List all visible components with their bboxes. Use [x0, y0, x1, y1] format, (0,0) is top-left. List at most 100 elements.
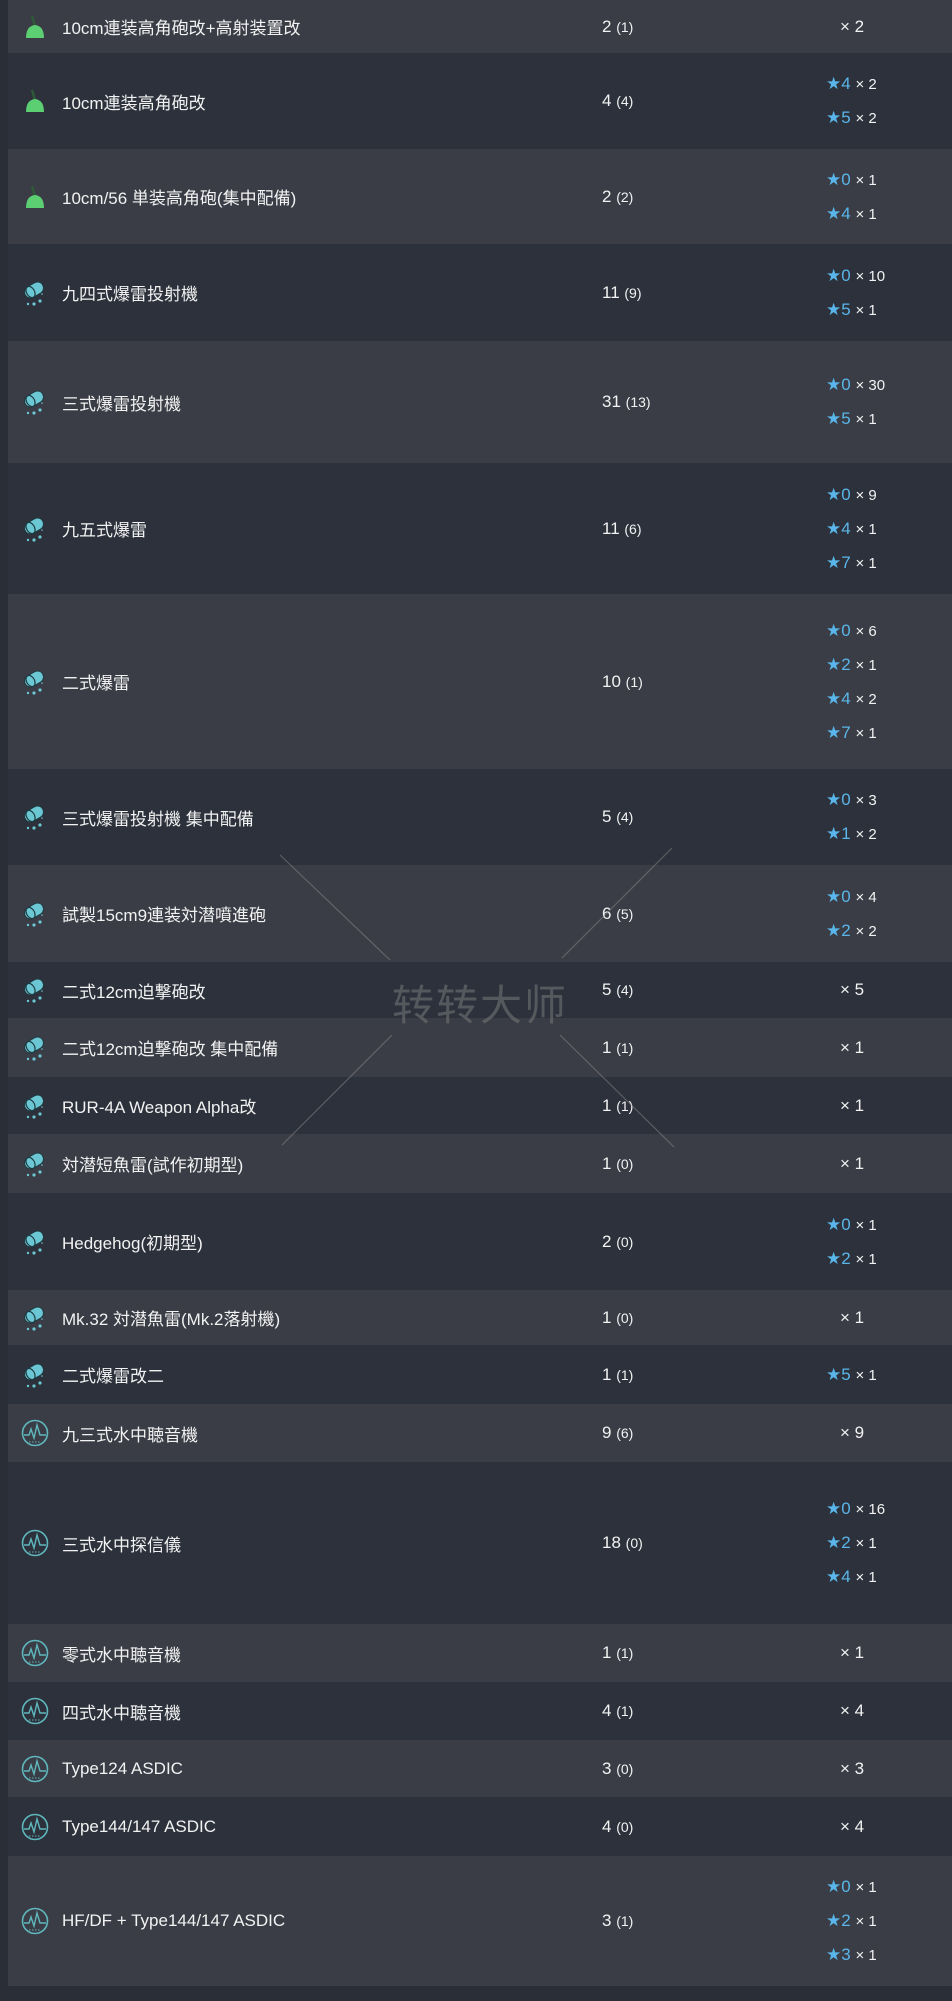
- total-multiplier: × 5: [840, 980, 865, 999]
- improvement-line: ★3 × 1: [826, 1945, 877, 1965]
- improvement-line: ★0 × 9: [826, 485, 877, 505]
- star-count: × 1: [855, 656, 877, 674]
- depth-charge-icon: [20, 1149, 50, 1179]
- count-sub: (4): [616, 93, 634, 109]
- count-total: 6: [602, 903, 612, 923]
- equipment-name: 零式水中聴音機: [62, 1645, 181, 1665]
- star-level: ★4: [826, 688, 851, 708]
- equipment-count: 2 (2): [602, 187, 633, 207]
- count-total: 4: [602, 91, 612, 110]
- star-count: × 2: [855, 76, 877, 93]
- star-count: × 1: [855, 724, 877, 742]
- improvement-line: ★0 × 1: [826, 170, 877, 190]
- count-sub: (1): [616, 1366, 634, 1383]
- count-sub: (5): [616, 905, 634, 922]
- depth-charge-icon: [20, 514, 50, 544]
- star-count: × 2: [855, 110, 877, 127]
- equipment-name: 三式爆雷投射機: [62, 394, 181, 414]
- count-total: 31: [602, 392, 621, 411]
- star-count: × 1: [855, 205, 877, 223]
- improvement-line: ★0 × 1: [826, 1215, 877, 1235]
- count-total: 3: [602, 1758, 612, 1778]
- equipment-count: 11 (9): [602, 283, 642, 303]
- depth-charge-icon: [20, 1303, 50, 1333]
- total-multiplier: × 4: [840, 1701, 865, 1720]
- star-count: × 9: [855, 486, 877, 504]
- improvement-line: ★2 × 1: [826, 1533, 885, 1553]
- star-count: × 2: [855, 826, 877, 843]
- equipment-count: 1 (0): [602, 1308, 633, 1328]
- equipment-name: 二式12cm迫撃砲改 集中配備: [62, 1040, 279, 1059]
- equipment-name: 対潜短魚雷(試作初期型): [62, 1156, 244, 1175]
- equipment-count: 1 (1): [602, 1643, 633, 1663]
- count-sub: (1): [616, 1097, 634, 1114]
- star-level: ★2: [826, 1248, 851, 1268]
- star-count: × 1: [855, 1216, 877, 1234]
- star-level: ★3: [826, 1945, 851, 1964]
- equipment-count: 1 (1): [602, 1365, 633, 1385]
- depth-charge-icon: [20, 899, 50, 929]
- improvement-line: ★5 × 1: [826, 300, 885, 320]
- count-total: 2: [602, 186, 612, 206]
- equipment-name: 三式爆雷投射機 集中配備: [62, 809, 254, 829]
- count-sub: (0): [616, 1760, 634, 1777]
- star-count: × 1: [855, 301, 877, 319]
- equipment-name: 四式水中聴音機: [62, 1703, 181, 1723]
- sonar-icon: [20, 1528, 50, 1558]
- improvement-list: ★0 × 30 ★5 × 1: [826, 375, 885, 429]
- star-count: × 6: [855, 622, 877, 640]
- star-level: ★0: [826, 620, 851, 640]
- improvement-list: ★0 × 3 ★1 × 2: [826, 790, 877, 844]
- star-level: ★0: [826, 265, 851, 285]
- equipment-row: 三式爆雷投射機 31 (13) ★0 × 30 ★5 × 1: [8, 341, 952, 463]
- equipment-row: 10cm連装高角砲改 4 (4) ★4 × 2 ★5 × 2: [8, 53, 952, 149]
- star-count: × 1: [855, 1366, 877, 1384]
- equipment-row: 三式爆雷投射機 集中配備 5 (4) ★0 × 3 ★1 × 2: [8, 769, 952, 865]
- sonar-icon: [20, 1754, 50, 1784]
- star-count: × 16: [855, 1501, 886, 1518]
- improvement-list: ★0 × 1 ★2 × 1 ★3 × 1: [826, 1877, 877, 1965]
- equipment-row: Hedgehog(初期型) 2 (0) ★0 × 1 ★2 × 1: [8, 1193, 952, 1290]
- count-sub: (0): [616, 1155, 634, 1172]
- star-level: ★5: [826, 108, 851, 127]
- improvement-list: ★0 × 10 ★5 × 1: [826, 266, 885, 320]
- improvement-line: ★5 × 1: [826, 409, 885, 429]
- improvement-list: ★0 × 4 ★2 × 2: [826, 887, 877, 941]
- equipment-row: 二式爆雷 10 (1) ★0 × 6 ★2 × 1 ★4 × 2 ★7 × 1: [8, 594, 952, 769]
- equipment-row: Type144/147 ASDIC 4 (0) × 4: [8, 1797, 952, 1856]
- equipment-count: 1 (0): [602, 1154, 633, 1174]
- improvement-line: ★5 × 1: [826, 1365, 877, 1385]
- star-level: ★4: [826, 203, 851, 223]
- sonar-icon: [20, 1418, 50, 1448]
- count-total: 5: [602, 807, 612, 826]
- count-sub: (6): [616, 1425, 634, 1441]
- total-multiplier: × 9: [840, 1423, 865, 1442]
- star-level: ★7: [826, 722, 851, 742]
- equipment-count: 3 (0): [602, 1759, 633, 1779]
- star-count: × 1: [855, 520, 877, 538]
- total-multiplier: × 1: [840, 1037, 865, 1057]
- equipment-count: 1 (1): [602, 1038, 633, 1058]
- star-count: × 1: [855, 1913, 877, 1930]
- depth-charge-icon: [20, 1033, 50, 1063]
- equipment-row: 三式水中探信儀 18 (0) ★0 × 16 ★2 × 1 ★4 × 1: [8, 1462, 952, 1624]
- improvement-line: ★4 × 1: [826, 1567, 885, 1587]
- star-level: ★2: [826, 920, 851, 940]
- equipment-row: HF/DF + Type144/147 ASDIC 3 (1) ★0 × 1 ★2 ×…: [8, 1856, 952, 1986]
- improvement-line: ★7 × 1: [826, 553, 877, 573]
- equipment-count: 4 (4): [602, 91, 633, 111]
- count-sub: (1): [625, 673, 643, 690]
- equipment-row: Type124 ASDIC 3 (0) × 3: [8, 1740, 952, 1797]
- star-level: ★2: [826, 1533, 851, 1552]
- equipment-list: 10cm連装高角砲改+高射装置改 2 (1) × 2 10cm連装高角砲改 4 (4) ★…: [8, 0, 952, 1986]
- improvement-line: ★7 × 1: [826, 723, 877, 743]
- equipment-count: 11 (6): [602, 519, 642, 539]
- total-multiplier: × 1: [840, 1307, 865, 1327]
- equipment-row: 零式水中聴音機 1 (1) × 1: [8, 1624, 952, 1682]
- total-multiplier: × 2: [840, 16, 865, 36]
- aa-gun-icon: [20, 86, 50, 116]
- equipment-name: Mk.32 対潜魚雷(Mk.2落射機): [62, 1310, 281, 1329]
- equipment-row: 二式爆雷改二 1 (1) ★5 × 1: [8, 1345, 952, 1404]
- depth-charge-icon: [20, 278, 50, 308]
- star-count: × 1: [855, 1250, 877, 1268]
